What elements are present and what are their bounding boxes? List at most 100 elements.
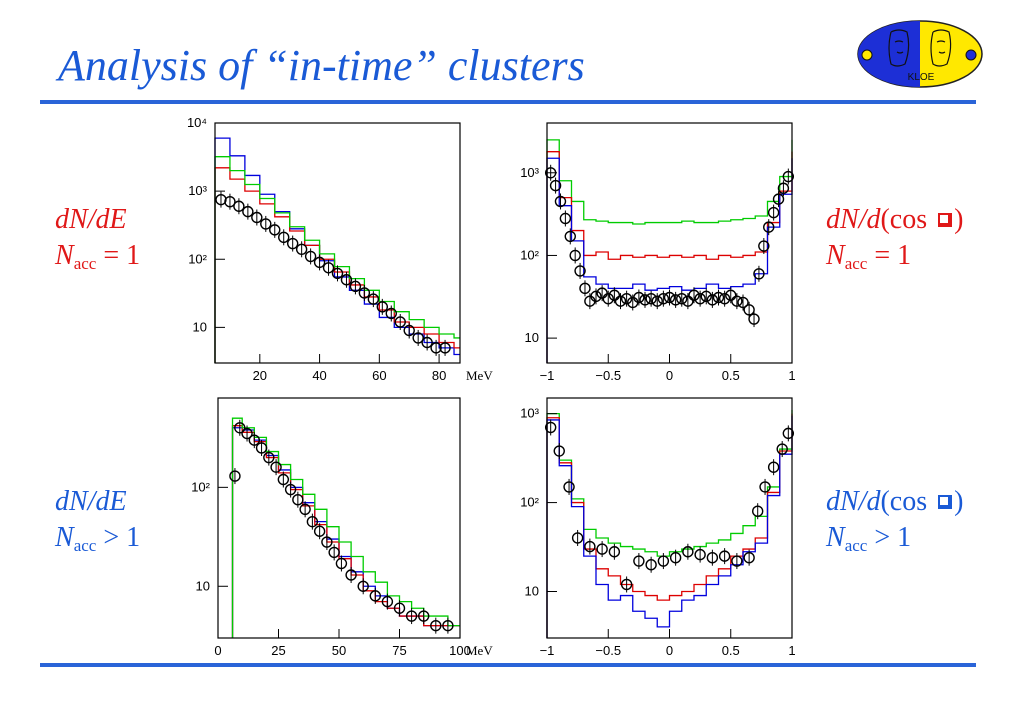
data-point <box>682 295 694 307</box>
data-point <box>620 578 633 591</box>
data-point <box>731 555 743 567</box>
x-tick-label: 60 <box>372 368 386 383</box>
data-point <box>233 200 245 212</box>
x-tick-label: −0.5 <box>595 368 621 383</box>
data-point <box>579 282 591 295</box>
x-tick-label: 100 <box>449 643 471 658</box>
data-point <box>669 551 682 564</box>
data-point <box>559 212 572 225</box>
theta-box-icon <box>938 213 953 227</box>
data-point <box>405 610 418 622</box>
data-point <box>620 292 633 305</box>
data-point <box>743 551 755 564</box>
data-point <box>553 445 565 457</box>
data-point <box>430 342 442 354</box>
data-point <box>731 295 743 307</box>
data-point <box>645 559 657 571</box>
data-point <box>358 287 371 299</box>
data-point <box>255 442 268 454</box>
data-point <box>418 610 430 622</box>
data-point <box>313 525 326 537</box>
theta-box-icon <box>938 495 953 509</box>
series-line <box>546 415 793 638</box>
data-point <box>772 193 785 205</box>
data-point <box>412 332 424 344</box>
series-line <box>231 417 460 638</box>
data-point <box>549 179 562 192</box>
label-bottom-left: dN/dE Nacc > 1 <box>55 486 141 555</box>
data-point <box>706 551 719 564</box>
data-point <box>299 503 311 515</box>
data-point <box>669 294 682 306</box>
data-point <box>335 557 348 570</box>
x-tick-label: 0 <box>666 368 673 383</box>
x-unit-label: MeV <box>466 368 493 383</box>
data-point <box>564 230 576 243</box>
data-point <box>676 292 688 305</box>
y-tick-label: 10² <box>188 251 207 266</box>
data-point <box>234 422 246 434</box>
data-point <box>224 195 236 208</box>
data-point <box>322 262 335 274</box>
data-point <box>229 470 241 482</box>
data-point <box>777 182 790 194</box>
data-point <box>706 294 719 306</box>
data-point <box>574 265 586 277</box>
label-bottom-right: dN/d(cos ) Nacc > 1 <box>826 486 964 555</box>
data-point <box>718 292 731 305</box>
chart-energy_nacc1: 20 40 60 80 10 10² 10³ 10⁴ MeV <box>187 115 493 383</box>
y-tick-label: 10² <box>520 495 539 510</box>
data-point <box>394 316 406 328</box>
data-point <box>304 250 317 263</box>
x-tick-label: −0.5 <box>595 643 621 658</box>
x-tick-label: 40 <box>312 368 326 383</box>
data-point <box>263 451 275 464</box>
data-point <box>767 206 780 219</box>
data-point <box>590 290 602 303</box>
data-point <box>700 290 712 303</box>
data-point <box>608 546 621 558</box>
data-point <box>753 268 765 280</box>
y-tick-label: 10³ <box>520 406 539 421</box>
data-point <box>584 540 596 553</box>
top-rule <box>40 100 976 104</box>
bottom-rule <box>40 663 976 667</box>
data-point <box>376 301 389 313</box>
series-line <box>546 139 793 363</box>
chart-energy_naccgt1: 0 25 50 75 100 10 10² MeV <box>191 397 493 658</box>
data-point <box>767 461 780 473</box>
y-tick-label: 10² <box>520 247 539 262</box>
data-point <box>614 295 627 307</box>
data-point <box>349 280 362 293</box>
data-point <box>748 313 760 325</box>
data-point <box>776 443 788 455</box>
data-point <box>340 274 353 286</box>
data-point <box>694 548 706 561</box>
data-point <box>569 249 581 262</box>
data-point <box>596 543 608 555</box>
data-point <box>393 602 406 614</box>
y-tick-label: 10 <box>196 578 210 593</box>
data-point <box>602 292 614 305</box>
data-point <box>270 461 282 473</box>
data-point <box>260 218 272 230</box>
data-point <box>284 483 297 496</box>
data-point <box>292 494 304 506</box>
x-tick-label: −1 <box>540 368 555 383</box>
y-tick-label: 10 <box>193 319 207 334</box>
data-point <box>752 505 764 517</box>
data-point <box>633 555 645 567</box>
data-point <box>357 580 369 592</box>
y-tick-label: 10³ <box>520 165 539 180</box>
x-tick-label: 20 <box>253 368 267 383</box>
data-point <box>657 292 670 305</box>
label-top-left: dN/dE Nacc = 1 <box>55 204 141 273</box>
y-tick-label: 10³ <box>188 183 207 198</box>
data-point <box>639 294 651 306</box>
data-point <box>633 291 645 304</box>
data-point <box>251 211 263 224</box>
data-point <box>758 240 770 252</box>
data-point <box>269 224 281 236</box>
